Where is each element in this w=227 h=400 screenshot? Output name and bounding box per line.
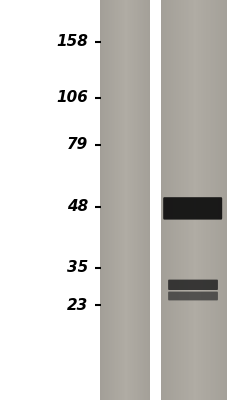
- Bar: [107, 0, 109, 400]
- Bar: [205, 0, 207, 400]
- Bar: [209, 0, 210, 400]
- Bar: [144, 0, 145, 400]
- Bar: [111, 0, 113, 400]
- Bar: [135, 0, 136, 400]
- Bar: [132, 0, 134, 400]
- Bar: [183, 0, 185, 400]
- Bar: [101, 0, 103, 400]
- Bar: [177, 0, 179, 400]
- Bar: [188, 0, 190, 400]
- FancyBboxPatch shape: [167, 280, 217, 290]
- Bar: [214, 0, 215, 400]
- FancyBboxPatch shape: [167, 292, 217, 300]
- Text: 158: 158: [56, 34, 87, 50]
- Bar: [122, 0, 124, 400]
- Bar: [190, 0, 192, 400]
- Bar: [160, 0, 162, 400]
- Text: 106: 106: [56, 90, 87, 106]
- Bar: [117, 0, 119, 400]
- Bar: [112, 0, 114, 400]
- Bar: [187, 0, 189, 400]
- Bar: [114, 0, 115, 400]
- Bar: [115, 0, 116, 400]
- Bar: [173, 0, 175, 400]
- Bar: [121, 0, 123, 400]
- Bar: [118, 0, 120, 400]
- Bar: [199, 0, 200, 400]
- Bar: [162, 0, 164, 400]
- Bar: [106, 0, 108, 400]
- Bar: [172, 0, 174, 400]
- Bar: [192, 0, 194, 400]
- Bar: [131, 0, 133, 400]
- Bar: [148, 0, 150, 400]
- Bar: [140, 0, 141, 400]
- Bar: [100, 0, 101, 400]
- Bar: [217, 0, 219, 400]
- Bar: [126, 0, 128, 400]
- Bar: [207, 0, 209, 400]
- Text: 79: 79: [66, 137, 87, 152]
- Text: 23: 23: [66, 298, 87, 313]
- Bar: [197, 0, 199, 400]
- Bar: [150, 0, 160, 400]
- Bar: [127, 0, 129, 400]
- Bar: [168, 0, 170, 400]
- Bar: [145, 0, 146, 400]
- Bar: [202, 0, 204, 400]
- Bar: [182, 0, 184, 400]
- Bar: [133, 0, 135, 400]
- Bar: [110, 0, 111, 400]
- Bar: [185, 0, 187, 400]
- Bar: [220, 0, 222, 400]
- Bar: [170, 0, 172, 400]
- Bar: [102, 0, 104, 400]
- Bar: [104, 0, 105, 400]
- Bar: [128, 0, 130, 400]
- Bar: [180, 0, 182, 400]
- Bar: [215, 0, 217, 400]
- Bar: [193, 0, 195, 400]
- Bar: [212, 0, 214, 400]
- Bar: [138, 0, 140, 400]
- Bar: [123, 0, 125, 400]
- Bar: [175, 0, 177, 400]
- Bar: [147, 0, 149, 400]
- Bar: [224, 0, 226, 400]
- Bar: [141, 0, 143, 400]
- Bar: [130, 0, 131, 400]
- Bar: [167, 0, 169, 400]
- Bar: [225, 0, 227, 400]
- FancyBboxPatch shape: [163, 197, 221, 220]
- Bar: [125, 0, 126, 400]
- Bar: [219, 0, 221, 400]
- Text: 48: 48: [66, 199, 87, 214]
- Bar: [116, 0, 118, 400]
- Text: 35: 35: [66, 260, 87, 276]
- Bar: [146, 0, 148, 400]
- Bar: [120, 0, 121, 400]
- Bar: [165, 0, 167, 400]
- Bar: [222, 0, 224, 400]
- Bar: [142, 0, 144, 400]
- Bar: [204, 0, 205, 400]
- Bar: [109, 0, 110, 400]
- Bar: [136, 0, 138, 400]
- Bar: [163, 0, 165, 400]
- Bar: [195, 0, 197, 400]
- Bar: [178, 0, 180, 400]
- Bar: [200, 0, 202, 400]
- Bar: [105, 0, 106, 400]
- Bar: [210, 0, 212, 400]
- Bar: [137, 0, 139, 400]
